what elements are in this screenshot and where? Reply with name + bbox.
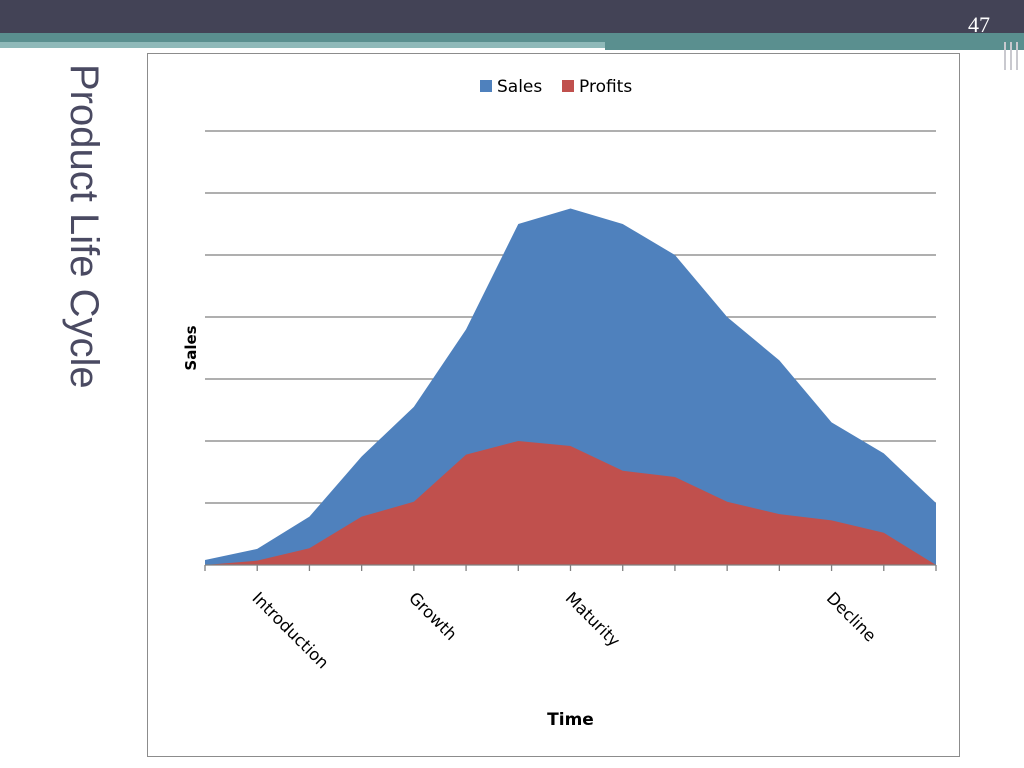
decorative-edge-lines — [1000, 42, 1024, 70]
legend-label: Sales — [497, 77, 542, 97]
x-tick-label: Growth — [405, 588, 461, 644]
x-tick-label: Introduction — [248, 588, 332, 672]
slide-number: 47 — [968, 12, 990, 37]
series-area-profits — [205, 441, 936, 565]
legend-label: Profits — [579, 77, 632, 97]
x-axis-title: Time — [547, 710, 594, 730]
legend-swatch — [480, 80, 492, 92]
accent-band-right — [605, 42, 1024, 50]
header-bar — [0, 0, 1024, 33]
accent-band — [0, 33, 1024, 42]
x-tick-label: Decline — [823, 588, 880, 645]
legend-swatch — [562, 80, 574, 92]
y-axis-title: Sales — [182, 325, 200, 370]
slide-title: Product Life Cycle — [62, 64, 106, 389]
x-tick-label: Maturity — [562, 588, 624, 650]
series-area-sales — [205, 208, 936, 565]
accent-band-light — [0, 42, 605, 48]
